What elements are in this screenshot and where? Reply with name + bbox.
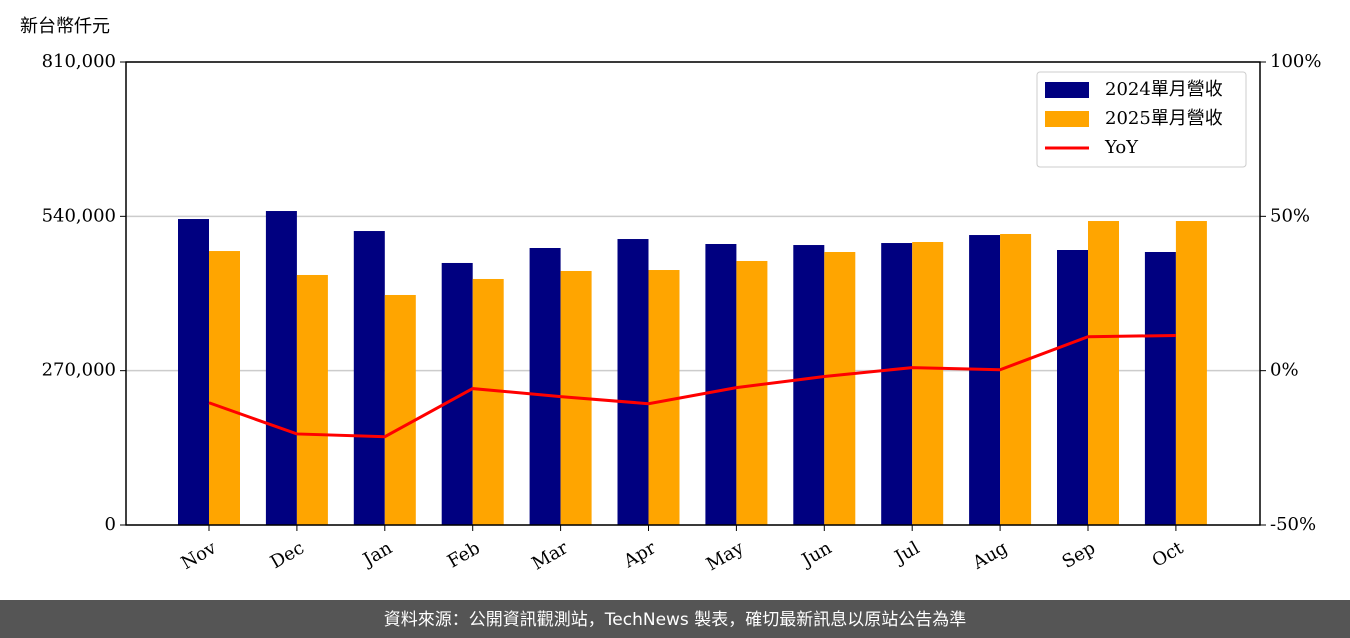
- legend-box: [1036, 71, 1247, 168]
- footer-bar: [0, 600, 1350, 638]
- x-tick-label: Jul: [890, 537, 924, 569]
- legend-swatch: [1045, 82, 1089, 98]
- bar: [472, 278, 504, 525]
- y-tick-label: 810,000: [42, 51, 116, 72]
- bar: [384, 294, 416, 525]
- bar: [736, 260, 768, 525]
- bar: [617, 239, 649, 525]
- bar: [1175, 221, 1207, 525]
- x-tick-label: Aug: [968, 537, 1011, 574]
- y2-tick-label: 0%: [1270, 360, 1299, 381]
- bar: [209, 251, 240, 525]
- x-tick-label: Jan: [358, 537, 396, 571]
- legend-label: 2025單月營收: [1105, 108, 1223, 129]
- bar: [529, 248, 561, 525]
- bar: [265, 211, 297, 526]
- unit-label: 新台幣仟元: [20, 16, 110, 37]
- bar: [1057, 250, 1088, 526]
- yoy-line: [208, 333, 1176, 439]
- y2-tick-label: 100%: [1270, 51, 1321, 72]
- plot-frame: [125, 61, 1261, 526]
- x-tick-label: Oct: [1149, 537, 1188, 572]
- bar: [353, 231, 385, 526]
- bar: [296, 274, 328, 525]
- x-tick-label: Feb: [444, 537, 484, 572]
- y2-tick-label: 50%: [1270, 205, 1310, 226]
- y2-tick-label: -50%: [1270, 514, 1316, 535]
- y-tick-label: 0: [105, 514, 116, 535]
- footer: 資料來源：公開資訊觀測站，TechNews 製表，確切最新訊息以原站公告為準: [384, 610, 966, 630]
- legend-label: 2024單月營收: [1105, 79, 1223, 100]
- bar: [969, 235, 1001, 525]
- bar: [178, 219, 209, 525]
- x-tick-label: Nov: [178, 537, 221, 574]
- bar: [705, 243, 737, 525]
- y-tick-label: 540,000: [42, 205, 116, 226]
- legend-swatch: [1045, 111, 1089, 127]
- x-tick-label: May: [703, 537, 748, 575]
- bar: [824, 252, 856, 526]
- y-tick-label: 270,000: [42, 360, 116, 381]
- x-tick-label: Sep: [1059, 537, 1099, 572]
- x-tick-label: Mar: [528, 537, 572, 574]
- legend-label: YoY: [1104, 137, 1139, 158]
- bar: [881, 243, 913, 525]
- x-tick-label: Dec: [267, 537, 308, 573]
- bar: [441, 262, 473, 525]
- bar: [912, 241, 944, 525]
- bar: [1088, 221, 1119, 525]
- bar: [1000, 233, 1032, 526]
- bar: [793, 245, 825, 526]
- x-tick-label: Jun: [797, 537, 836, 572]
- x-tick-label: Apr: [619, 537, 659, 572]
- bar: [1144, 252, 1176, 526]
